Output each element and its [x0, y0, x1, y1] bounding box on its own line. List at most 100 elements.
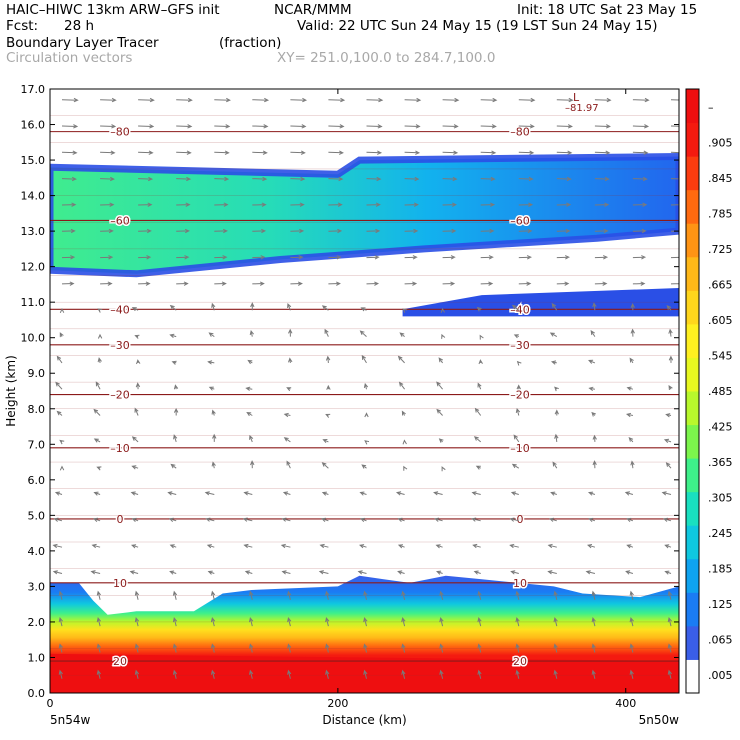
circulation-vector: [404, 255, 418, 260]
x-tick-label: 0: [47, 697, 54, 710]
circulation-vector: [480, 255, 494, 260]
circulation-vector: [138, 228, 152, 234]
circulation-vector: [480, 97, 498, 103]
circulation-vector: [321, 305, 329, 311]
circulation-vector: [287, 616, 292, 627]
circulation-vector: [401, 616, 406, 627]
circulation-vector: [55, 381, 63, 390]
isotherm-label: –30: [510, 339, 530, 352]
circulation-vector: [52, 543, 63, 549]
circulation-vector: [97, 308, 103, 313]
circulation-vector: [138, 202, 153, 207]
isotherm-label: –40: [110, 303, 130, 316]
circulation-vector: [325, 355, 331, 363]
circulation-vector: [135, 382, 141, 390]
circulation-vector: [398, 381, 406, 390]
circulation-vector: [439, 590, 444, 600]
colorbar-swatch: [686, 659, 699, 694]
circulation-vector: [58, 590, 63, 600]
circulation-vector: [515, 590, 520, 600]
circulation-vector: [473, 570, 481, 575]
circulation-vector: [90, 570, 101, 575]
circulation-vector: [286, 387, 292, 392]
colorbar-swatch: [686, 592, 699, 627]
circulation-vector: [138, 124, 155, 129]
circulation-vector: [629, 616, 634, 627]
circulation-vector: [100, 202, 115, 207]
circulation-vector: [280, 543, 291, 549]
circulation-vector: [632, 202, 648, 207]
circulation-vector: [249, 329, 254, 337]
circulation-vector: [91, 543, 101, 549]
circulation-vector: [54, 491, 63, 496]
circulation-vector: [553, 643, 558, 653]
circulation-vector: [397, 355, 405, 364]
tracer-upper-outflow: [50, 156, 679, 274]
circulation-vector: [592, 460, 597, 469]
circulation-vector: [668, 385, 673, 391]
circulation-vector: [252, 150, 268, 155]
circulation-vector: [207, 360, 215, 365]
circulation-vector: [321, 517, 329, 522]
circulation-vector: [664, 544, 672, 549]
colorbar-swatch: [686, 256, 699, 291]
circulation-vector: [632, 97, 650, 103]
circulation-vector: [283, 412, 291, 418]
circulation-vector: [328, 150, 344, 155]
circulation-vector: [442, 97, 460, 103]
circulation-vector: [516, 384, 521, 390]
circulation-vector: [100, 124, 117, 129]
colorbar-swatch: [686, 491, 699, 526]
circulation-vector: [134, 407, 139, 416]
isotherm-label: –20: [510, 389, 530, 402]
circulation-vector: [252, 255, 266, 260]
circulation-vector: [205, 517, 215, 522]
circulation-vector: [667, 590, 672, 600]
circulation-vector: [442, 255, 456, 260]
circulation-vector: [588, 517, 596, 523]
circulation-vector: [171, 360, 177, 365]
circulation-vector: [553, 590, 558, 600]
circulation-vector: [176, 228, 190, 234]
circulation-vector: [134, 616, 140, 627]
circulation-vector: [176, 97, 193, 103]
circulation-vector: [404, 176, 420, 182]
circulation-vector: [630, 460, 635, 469]
circulation-vector: [138, 281, 151, 286]
circulation-vector: [176, 281, 189, 286]
circulation-vector: [436, 381, 443, 390]
isotherm-label: –10: [110, 442, 130, 455]
valid-time: Valid: 22 UTC Sun 24 May 15 (19 LST Sun …: [297, 18, 658, 34]
circulation-vector: [131, 436, 139, 443]
circulation-vector: [100, 176, 115, 182]
circulation-vector: [625, 570, 634, 575]
circulation-vector: [134, 334, 140, 339]
x-right-location: 5n50w: [639, 713, 680, 727]
circulation-vector: [518, 124, 535, 129]
circulation-vector: [438, 357, 444, 364]
circulation-vector: [404, 150, 421, 155]
colorbar-label: .185: [708, 563, 733, 576]
circulation-vector: [439, 616, 444, 627]
colorbar-frame: [685, 88, 700, 694]
circulation-vector: [138, 97, 155, 103]
circulation-vector: [95, 381, 101, 390]
colorbar-swatch: [686, 189, 699, 224]
circulation-vector: [592, 302, 597, 311]
circulation-vector: [404, 97, 422, 103]
circulation-vector: [96, 466, 102, 471]
circulation-vector: [518, 255, 532, 260]
circulation-vector: [172, 643, 178, 653]
circulation-vector: [176, 202, 191, 207]
circulation-vector: [363, 382, 369, 390]
circulation-vector: [480, 281, 494, 286]
circulation-vector: [325, 669, 330, 679]
y-tick-label: 4.0: [28, 545, 46, 558]
circulation-vector: [138, 150, 154, 155]
circulation-vector: [61, 255, 76, 260]
circulation-vector: [550, 491, 557, 496]
circulation-vector: [58, 643, 63, 653]
y-tick-label: 9.0: [28, 367, 46, 380]
circulation-vector: [510, 570, 519, 575]
circulation-vector: [554, 409, 559, 416]
